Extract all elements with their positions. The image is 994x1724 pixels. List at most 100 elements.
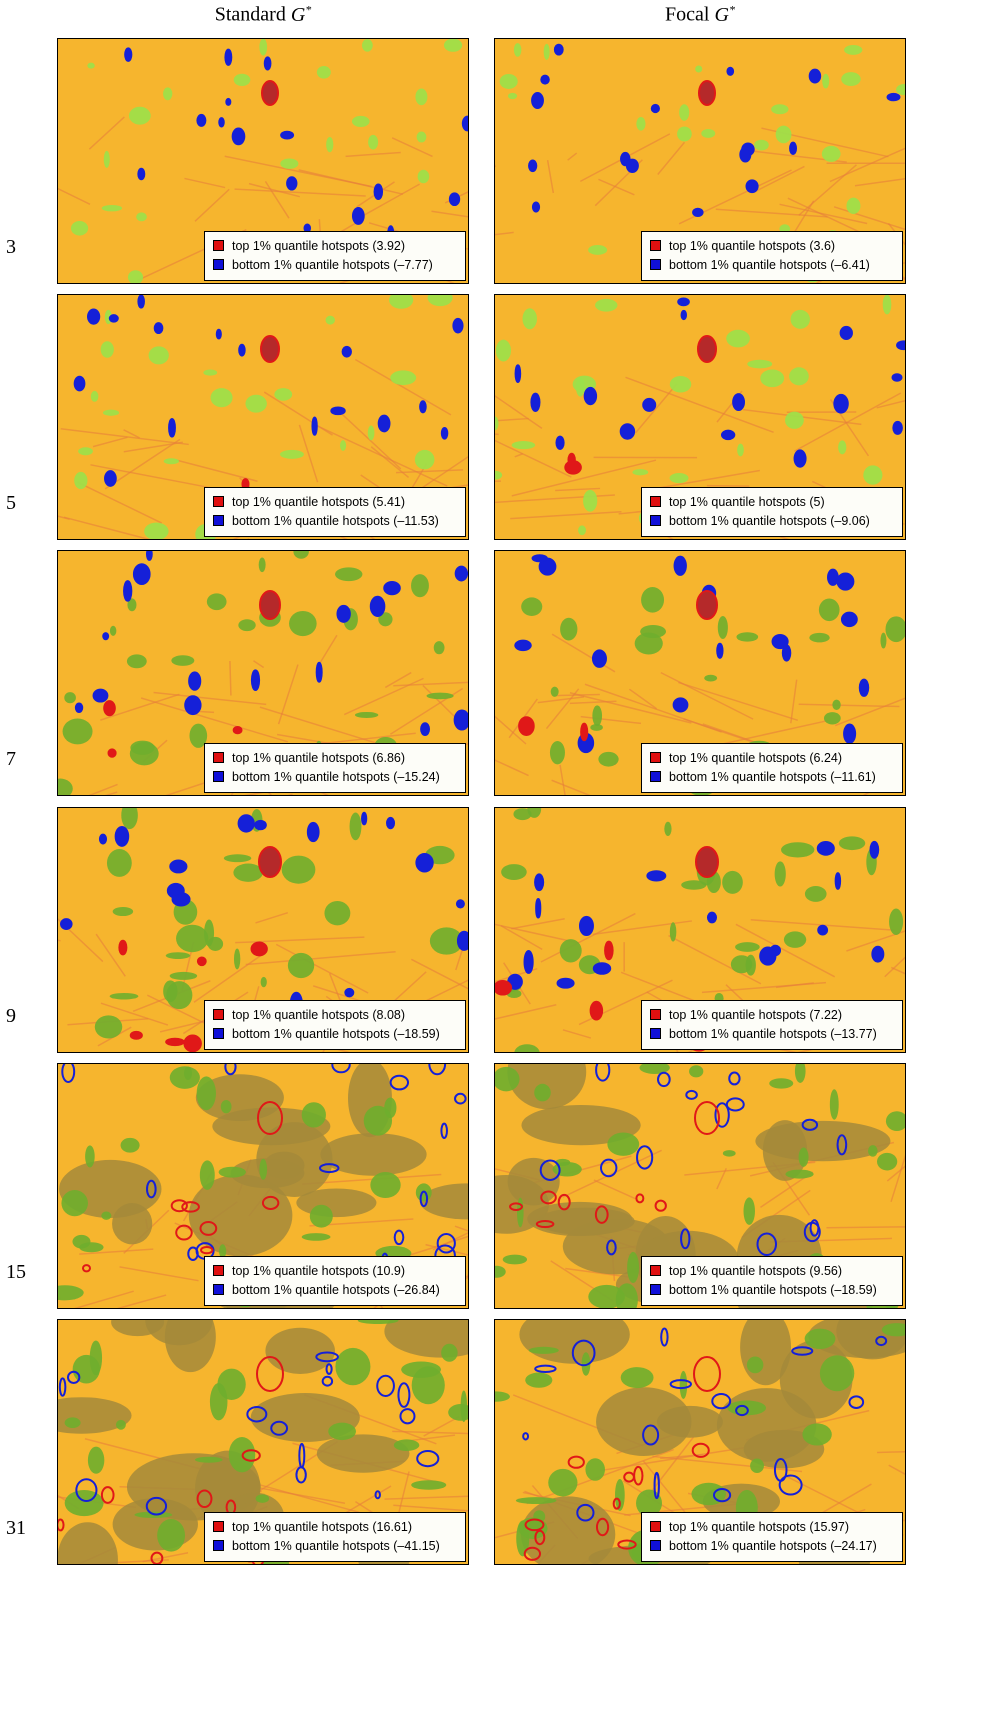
cold-spot bbox=[369, 596, 386, 618]
legend-text: top 1% quantile hotspots (8.08) bbox=[232, 1007, 406, 1022]
cold-spot bbox=[801, 1118, 819, 1131]
vegetation bbox=[390, 370, 417, 386]
street bbox=[58, 187, 91, 205]
cold-spot bbox=[225, 97, 232, 106]
cold-spot bbox=[660, 1327, 669, 1347]
street bbox=[657, 469, 760, 490]
cold-spot bbox=[455, 898, 465, 909]
vegetation bbox=[769, 1078, 794, 1089]
hot-spot bbox=[150, 1551, 164, 1564]
cold-spot bbox=[583, 387, 598, 406]
vegetation bbox=[863, 465, 883, 485]
vegetation bbox=[819, 1355, 855, 1392]
street bbox=[431, 210, 468, 218]
hot-spot bbox=[564, 460, 582, 475]
cold-spot bbox=[759, 946, 777, 966]
cold-spot bbox=[817, 924, 829, 936]
legend: top 1% quantile hotspots (5) bottom 1% qu… bbox=[641, 487, 903, 538]
vegetation bbox=[802, 1423, 832, 1446]
legend-swatch bbox=[650, 752, 661, 764]
cold-spot bbox=[673, 556, 687, 577]
vegetation bbox=[550, 687, 559, 698]
legend-text: top 1% quantile hotspots (6.86) bbox=[232, 751, 406, 766]
cold-spot bbox=[534, 1364, 557, 1373]
panel: top 1% quantile hotspots (10.9) bottom 1%… bbox=[57, 1062, 469, 1309]
vegetation bbox=[522, 308, 537, 330]
vegetation bbox=[495, 339, 512, 362]
street bbox=[393, 1504, 468, 1512]
vegetation bbox=[433, 641, 445, 655]
street bbox=[552, 694, 600, 697]
cold-spot bbox=[576, 1503, 595, 1522]
vegetation bbox=[549, 741, 565, 765]
vegetation bbox=[416, 131, 427, 143]
hot-spot bbox=[567, 1455, 585, 1469]
panel: top 1% quantile hotspots (6.86) bottom 1%… bbox=[57, 550, 469, 797]
cold-spot bbox=[108, 314, 119, 323]
vegetation bbox=[669, 921, 677, 942]
street bbox=[829, 147, 905, 183]
cold-spot bbox=[196, 113, 207, 127]
vegetation bbox=[169, 1066, 200, 1089]
cold-spot bbox=[791, 1346, 814, 1356]
legend-entry: top 1% quantile hotspots (3.6) bbox=[650, 237, 902, 256]
cold-spot bbox=[843, 723, 857, 745]
legend-entry: top 1% quantile hotspots (6.24) bbox=[650, 749, 902, 768]
legend-swatch bbox=[650, 1283, 661, 1295]
legend: top 1% quantile hotspots (3.92) bottom 1%… bbox=[204, 231, 466, 281]
street bbox=[247, 538, 250, 540]
cold-spot bbox=[218, 117, 225, 128]
vegetation bbox=[880, 633, 887, 649]
vegetation bbox=[844, 45, 863, 55]
cold-spot bbox=[657, 1071, 671, 1087]
street bbox=[628, 688, 658, 710]
panel: top 1% quantile hotspots (15.97) bottom 1… bbox=[494, 1319, 906, 1565]
cold-spot bbox=[453, 709, 468, 731]
legend-swatch bbox=[650, 1540, 661, 1551]
street bbox=[248, 182, 300, 198]
legend-swatch bbox=[213, 1521, 224, 1532]
street bbox=[100, 1002, 169, 1026]
vegetation bbox=[280, 158, 299, 169]
cold-spot bbox=[415, 852, 434, 873]
legend: top 1% quantile hotspots (8.08) bottom 1%… bbox=[204, 999, 466, 1050]
cold-spot bbox=[270, 1420, 289, 1436]
vegetation bbox=[841, 72, 861, 87]
street bbox=[580, 716, 642, 725]
vegetation bbox=[58, 1285, 84, 1301]
street bbox=[184, 177, 226, 189]
cold-spot bbox=[456, 930, 468, 951]
vegetation bbox=[701, 128, 716, 138]
street bbox=[584, 683, 722, 734]
legend-swatch bbox=[213, 1540, 224, 1551]
cold-spot bbox=[540, 74, 550, 85]
street bbox=[245, 950, 396, 965]
cold-spot bbox=[728, 1071, 741, 1086]
cold-spot bbox=[756, 1232, 778, 1256]
vegetation bbox=[61, 1189, 88, 1217]
street bbox=[569, 692, 692, 725]
hot-spot bbox=[232, 726, 243, 735]
cold-spot bbox=[419, 1190, 429, 1207]
cold-spot bbox=[374, 1490, 381, 1500]
vegetation bbox=[889, 908, 904, 935]
street bbox=[495, 418, 529, 422]
street bbox=[317, 425, 448, 487]
street bbox=[511, 459, 657, 497]
smooth-region bbox=[112, 1498, 198, 1551]
vegetation bbox=[144, 522, 169, 540]
panel: top 1% quantile hotspots (6.24) bottom 1%… bbox=[494, 550, 906, 797]
vegetation bbox=[112, 906, 134, 916]
cold-spot bbox=[606, 1239, 617, 1256]
street bbox=[58, 917, 104, 962]
hot-spot bbox=[495, 979, 513, 996]
legend-entry: bottom 1% quantile hotspots (–11.53) bbox=[213, 512, 465, 531]
hot-spot bbox=[200, 1245, 214, 1255]
street bbox=[790, 679, 798, 724]
street bbox=[495, 1003, 557, 1020]
legend-text: bottom 1% quantile hotspots (–11.61) bbox=[669, 770, 876, 785]
hot-spot bbox=[697, 335, 717, 364]
vegetation bbox=[838, 836, 866, 850]
cold-spot bbox=[827, 569, 839, 587]
vegetation bbox=[233, 73, 251, 86]
